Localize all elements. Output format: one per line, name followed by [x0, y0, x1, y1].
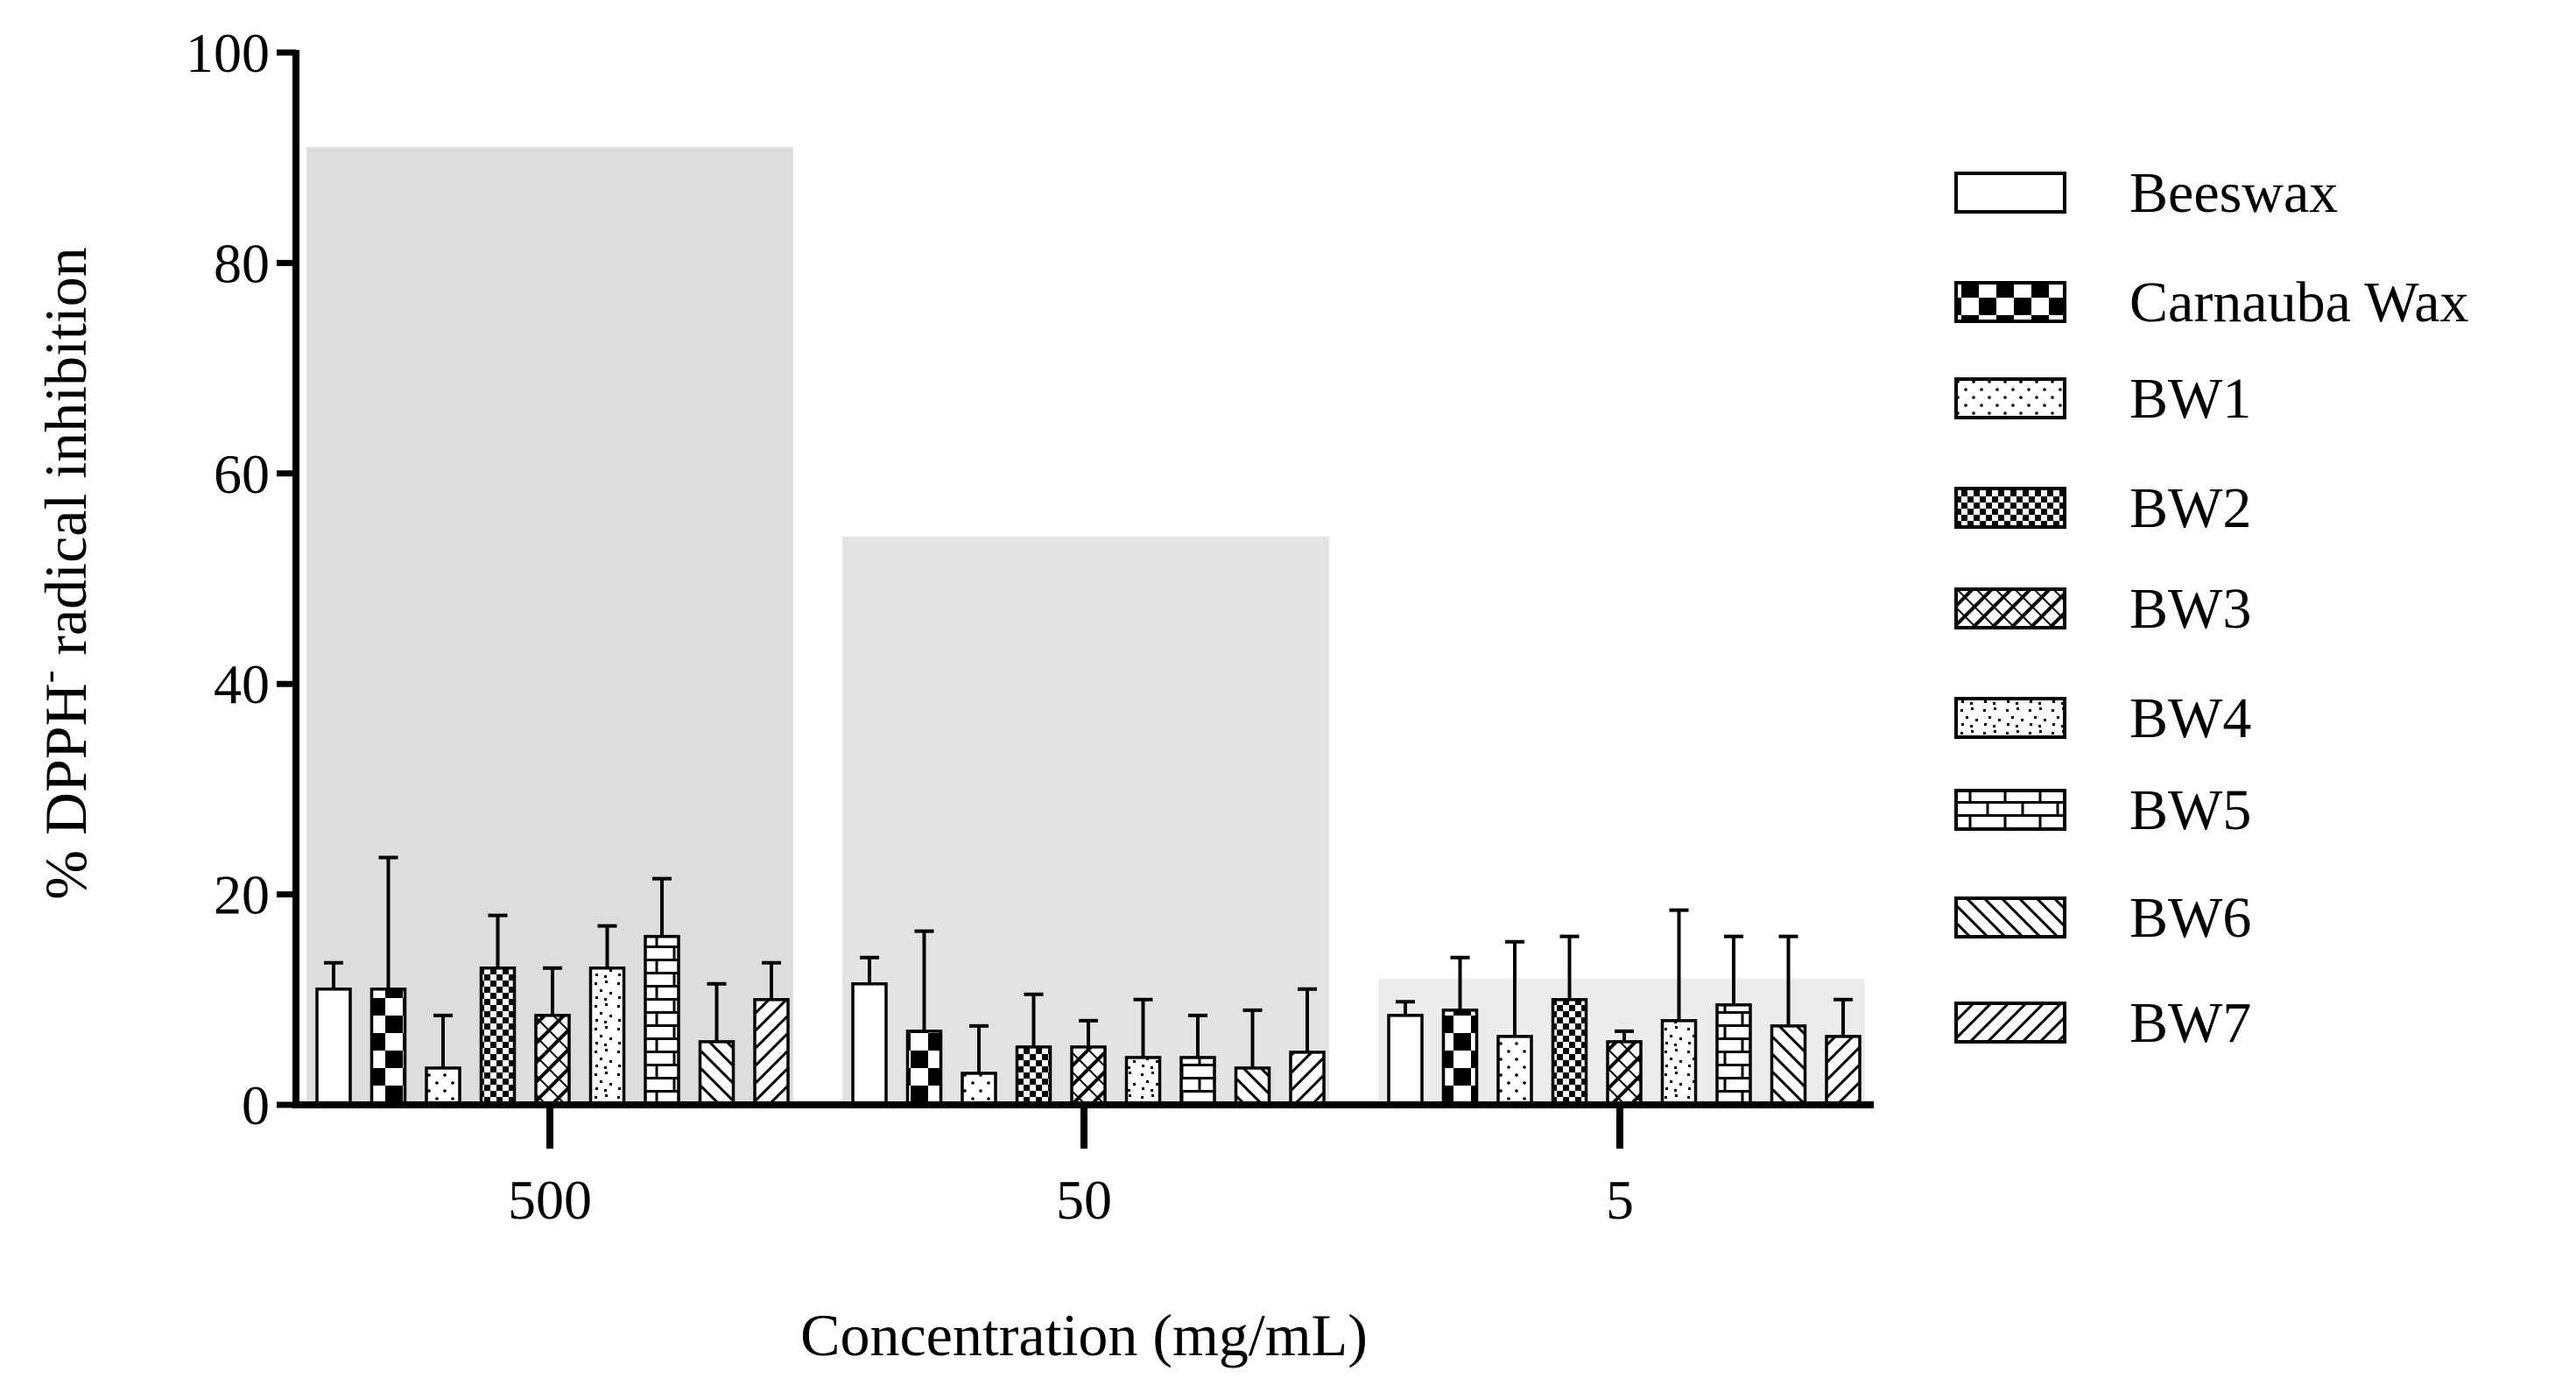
x-tick-label-5: 5	[1606, 1169, 1634, 1231]
legend-swatch-brick	[1954, 789, 2066, 831]
bar-plain-500	[315, 988, 352, 1107]
bar-dots-500	[425, 1066, 461, 1107]
bar-finecheck-50	[1015, 1045, 1052, 1107]
y-tick-label-100: 100	[186, 22, 270, 84]
reference-bars	[306, 147, 1865, 1106]
legend-label-crosshatch: BW3	[2129, 577, 2251, 641]
bar-diag-fwd-5	[1825, 1035, 1862, 1107]
legend-swatch-crosshatch	[1954, 587, 2066, 629]
y-axis-title-rest: radical inhibition	[32, 247, 99, 670]
legend-swatch-checker	[1954, 281, 2066, 323]
bar-crosshatch-500	[534, 1014, 571, 1107]
bar-crosshatch-50	[1070, 1045, 1107, 1107]
reference-bar-500	[306, 147, 793, 1106]
bar-plain-5	[1387, 1014, 1424, 1107]
bar-diag-back-5	[1770, 1024, 1807, 1107]
legend-label-dots: BW1	[2129, 367, 2251, 431]
y-tick-label-40: 40	[214, 653, 270, 715]
legend-swatch-diag-back	[1954, 896, 2066, 939]
bar-plain-50	[851, 982, 888, 1107]
bar-series	[315, 855, 1862, 1107]
legend: Beeswax Carnauba Wax BW1 BW2 BW3 BW4 BW5 BW6 BW7	[1954, 161, 2469, 1055]
legend-swatch-plain	[1954, 172, 2066, 214]
legend-label-checker: Carnauba Wax	[2129, 271, 2469, 334]
bar-crosshatch-5	[1606, 1040, 1643, 1107]
bar-diag-fwd-500	[753, 998, 790, 1107]
y-tick-label-60: 60	[214, 443, 270, 505]
y-axis-title: % DPPH- radical inhibition	[27, 247, 99, 900]
y-axis-title-main: % DPPH	[32, 683, 99, 900]
bar-dots-5	[1496, 1035, 1533, 1107]
legend-label-finecheck: BW2	[2129, 476, 2251, 540]
bar-checker-500	[370, 988, 407, 1107]
bar-brick-5	[1715, 1003, 1752, 1107]
bar-brick-50	[1179, 1056, 1216, 1107]
legend-label-speckle: BW4	[2129, 686, 2251, 750]
bar-diag-fwd-50	[1289, 1051, 1326, 1107]
bar-speckle-500	[588, 966, 626, 1107]
bar-finecheck-500	[479, 966, 517, 1107]
bar-diag-back-500	[698, 1040, 735, 1107]
legend-swatch-diag-fwd	[1954, 1002, 2066, 1044]
x-tick-label-500: 500	[508, 1169, 592, 1231]
x-axis-title: Concentration (mg/mL)	[800, 1302, 1368, 1368]
y-tick-label-80: 80	[214, 232, 270, 294]
legend-label-plain: Beeswax	[2129, 161, 2338, 225]
bar-checker-5	[1441, 1009, 1479, 1107]
legend-swatch-speckle	[1954, 697, 2066, 739]
legend-swatch-finecheck	[1954, 487, 2066, 529]
bar-dots-50	[961, 1072, 997, 1107]
legend-label-brick: BW5	[2129, 778, 2251, 842]
y-axis-title-superscript: -	[27, 671, 70, 684]
y-tick-label-20: 20	[214, 864, 270, 926]
x-tick-label-50: 50	[1056, 1169, 1112, 1231]
bar-diag-back-50	[1234, 1066, 1271, 1107]
axes: 0 20 40 60 80 100 500 50 5	[186, 22, 1874, 1231]
legend-label-diag-fwd: BW7	[2129, 991, 2251, 1055]
legend-swatch-dots	[1954, 377, 2066, 419]
bar-speckle-50	[1124, 1056, 1162, 1107]
legend-label-diag-back: BW6	[2129, 886, 2251, 950]
bar-finecheck-5	[1551, 998, 1588, 1107]
y-tick-label-0: 0	[242, 1074, 270, 1136]
bar-checker-50	[905, 1030, 943, 1107]
bar-brick-500	[644, 934, 680, 1107]
bar-speckle-5	[1660, 1019, 1698, 1107]
